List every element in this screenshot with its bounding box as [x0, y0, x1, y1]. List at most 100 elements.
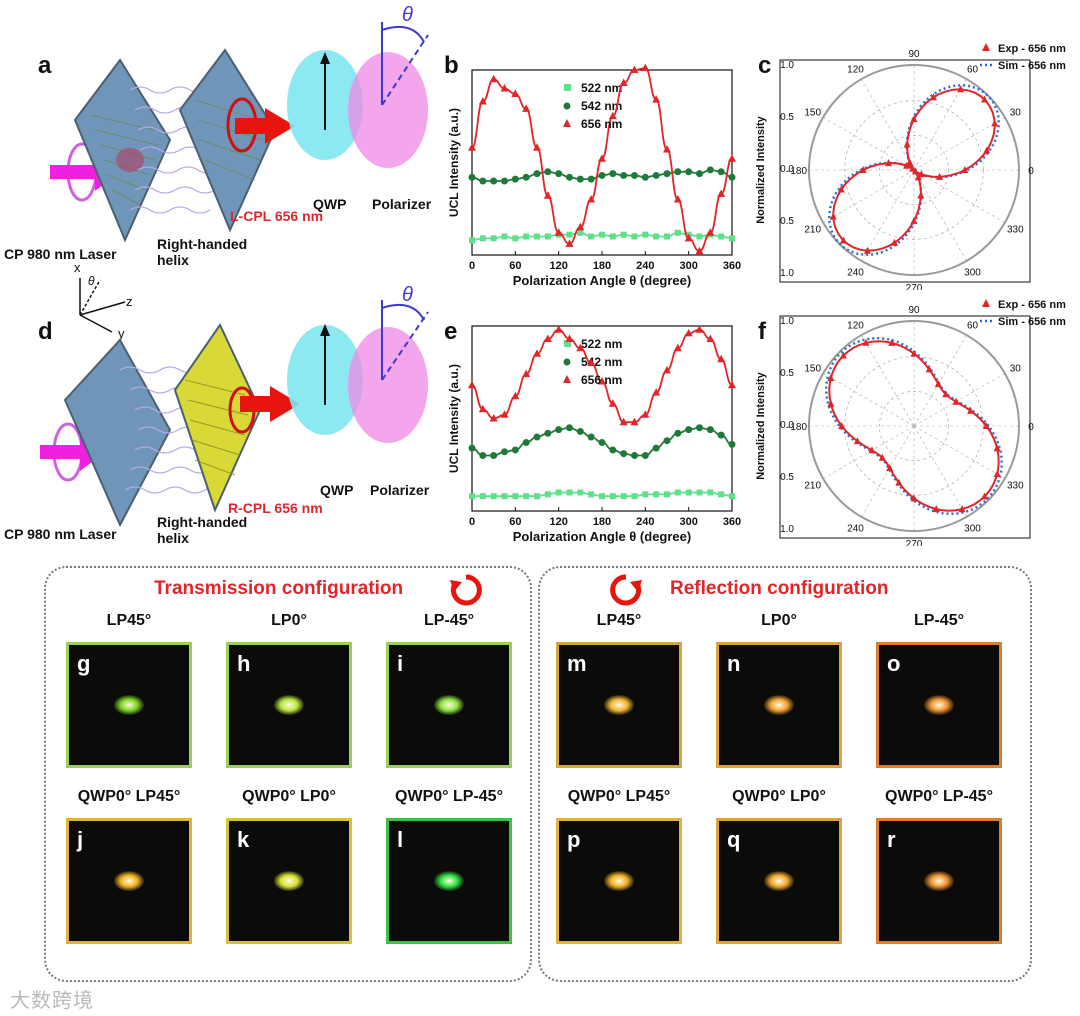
- legend-label: Sim - 656 nm: [998, 60, 1066, 72]
- data-point: [707, 489, 714, 496]
- data-point: [729, 493, 735, 500]
- emission-spot: [764, 695, 794, 715]
- data-point: [932, 505, 940, 513]
- polarizer-label: Polarizer: [370, 482, 430, 498]
- data-point: [619, 78, 628, 86]
- legend-marker: [563, 375, 571, 383]
- data-point: [555, 489, 562, 496]
- radial-tick-label: 1.0: [780, 316, 794, 327]
- angle-tick-label: 60: [967, 321, 979, 332]
- data-point: [957, 85, 965, 93]
- data-point: [522, 104, 531, 112]
- panel-letter-c: c: [758, 52, 772, 79]
- radial-tick-label: 1.0: [780, 60, 794, 71]
- data-point: [652, 171, 660, 179]
- data-point: [717, 189, 726, 197]
- polar-spoke: [913, 169, 967, 262]
- radial-tick-label: 1.0: [780, 268, 794, 279]
- data-point: [566, 231, 573, 238]
- data-point: [664, 233, 670, 240]
- data-point: [706, 426, 714, 434]
- data-point: [490, 235, 497, 242]
- angle-tick-label: 120: [847, 65, 864, 76]
- data-point: [500, 84, 509, 92]
- emission-spot: [274, 695, 304, 715]
- data-point: [728, 380, 736, 389]
- data-point: [630, 65, 639, 73]
- data-point: [490, 452, 498, 459]
- rotation-icon: [450, 574, 482, 606]
- legend-label: Exp - 656 nm: [998, 299, 1066, 311]
- tile-letter: o: [887, 651, 901, 676]
- panel-letter-d: d: [38, 318, 53, 345]
- data-point: [598, 154, 606, 162]
- lcpl-label: L-CPL 656 nm: [230, 208, 324, 224]
- panel-letter-e: e: [444, 318, 458, 345]
- tile-letter: k: [237, 827, 250, 852]
- data-point: [468, 380, 476, 389]
- angle-tick-label: 30: [1010, 364, 1022, 375]
- reflection-group: [538, 566, 1032, 982]
- data-point: [609, 446, 617, 454]
- chart-e: 0 60 120 180 240 300 360 Polarization Angle θ (…: [447, 325, 741, 544]
- data-point: [891, 238, 899, 246]
- emission-spot: [924, 871, 954, 891]
- x-tick-label: 120: [549, 516, 567, 528]
- data-point: [522, 173, 530, 181]
- data-point: [718, 491, 725, 498]
- tile-letter: r: [887, 827, 896, 852]
- microscope-image-h: h: [226, 642, 352, 768]
- angle-tick-label: -180: [787, 166, 807, 177]
- data-point: [717, 168, 725, 176]
- data-point: [469, 493, 475, 500]
- data-point: [728, 440, 736, 448]
- tile-label: LP45°: [106, 612, 152, 629]
- data-point: [544, 168, 552, 176]
- tile-label: QWP0° LP0°: [732, 788, 826, 805]
- data-point: [609, 170, 617, 178]
- x-tick-label: 360: [723, 260, 741, 272]
- data-point: [717, 431, 725, 439]
- data-point: [489, 414, 498, 422]
- angle-tick-label: 210: [804, 225, 821, 236]
- data-point: [696, 233, 703, 240]
- tile-label: QWP0° LP0°: [242, 788, 336, 805]
- plot-frame: [471, 325, 733, 512]
- data-point: [544, 429, 552, 437]
- data-point: [511, 89, 520, 98]
- angle-tick-label: 150: [804, 108, 821, 119]
- data-point: [878, 453, 886, 461]
- angle-tick-label: 240: [847, 523, 864, 534]
- data-point: [993, 470, 1001, 478]
- data-point: [685, 426, 693, 434]
- data-point: [501, 493, 508, 500]
- data-point: [917, 170, 925, 178]
- microscope-image-m: m: [556, 642, 682, 768]
- data-point: [993, 444, 1001, 452]
- laser-label: CP 980 nm Laser: [4, 526, 117, 542]
- data-point: [523, 493, 530, 500]
- microscope-image-j: j: [66, 818, 192, 944]
- data-point: [958, 505, 966, 513]
- chart-c: 9060300330300270240210-1801501201.00.50.…: [755, 43, 1066, 290]
- radial-tick-label: 0.5: [780, 216, 794, 227]
- radial-tick-label: 0.5: [780, 472, 794, 483]
- data-point: [619, 417, 628, 426]
- tile-label: QWP0° LP45°: [567, 788, 671, 805]
- data-point: [934, 379, 942, 387]
- data-point: [511, 446, 519, 454]
- plot-frame: [471, 69, 733, 256]
- x-tick-label: 120: [549, 260, 567, 272]
- data-point: [728, 173, 736, 181]
- data-point: [903, 140, 911, 148]
- data-point: [696, 170, 703, 178]
- data-point: [991, 119, 999, 127]
- data-point: [599, 493, 605, 500]
- data-point: [888, 338, 896, 346]
- data-point: [911, 167, 919, 175]
- data-point: [961, 166, 969, 173]
- data-point: [577, 489, 584, 496]
- data-point: [696, 489, 703, 496]
- data-point: [534, 493, 540, 500]
- x-tick-label: 240: [636, 516, 654, 528]
